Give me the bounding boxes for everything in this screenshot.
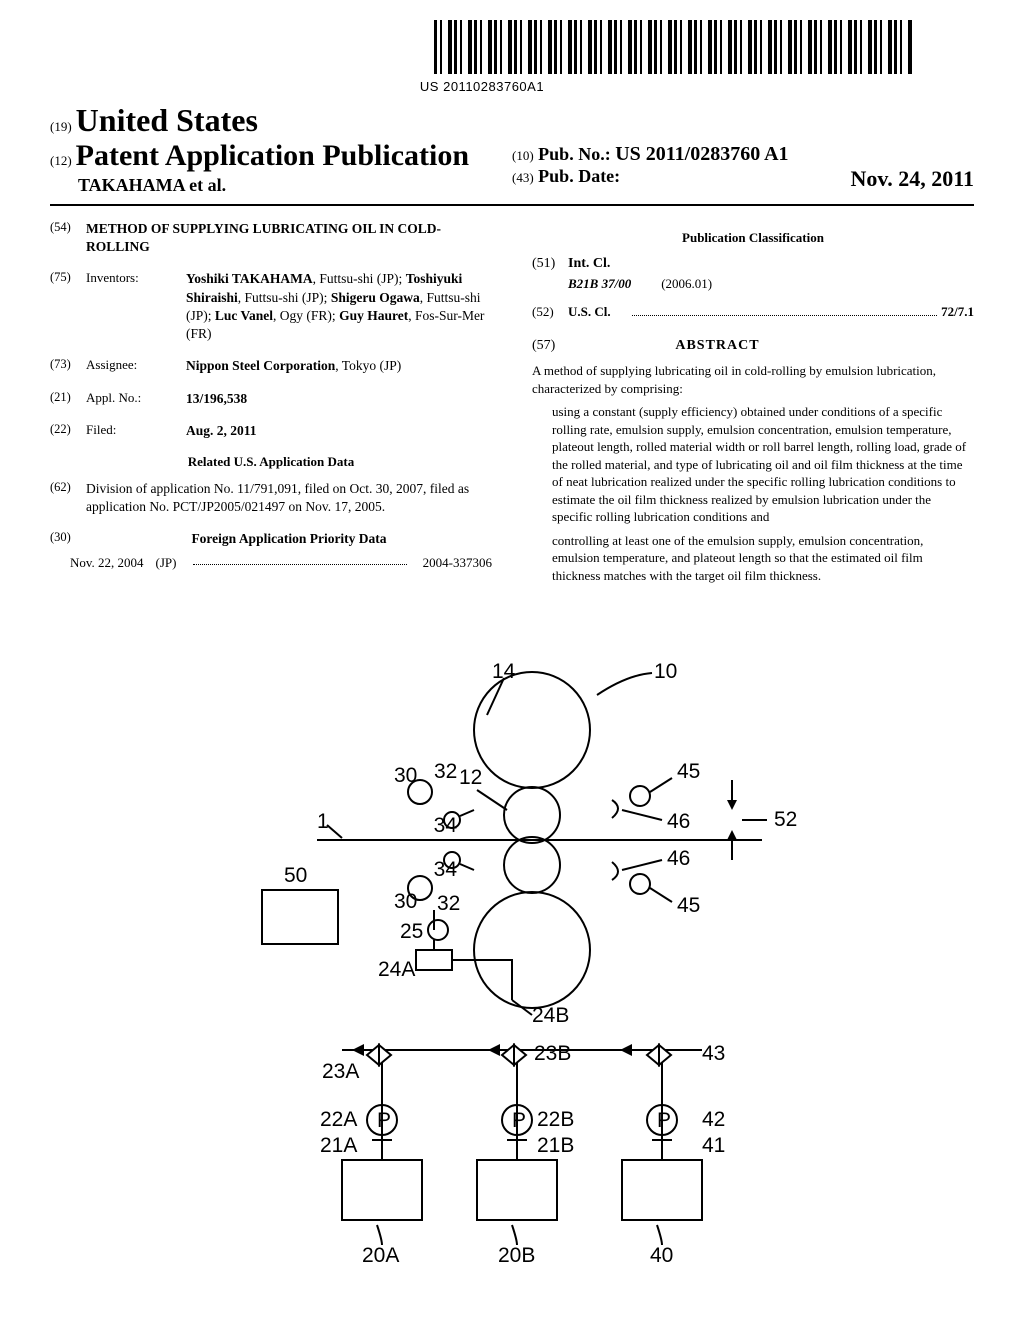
foreign-head: Foreign Application Priority Data (86, 530, 492, 548)
foreign-code: (30) (50, 530, 86, 548)
fig-label-1: 1 (317, 810, 329, 833)
title-code: (54) (50, 220, 86, 256)
fig-pump-a: P (377, 1109, 391, 1132)
related-code: (62) (50, 480, 86, 516)
dot-leader (193, 555, 407, 565)
fig-label-52: 52 (774, 808, 797, 831)
fig-label-30a: 30 (394, 764, 417, 787)
pubno: US 2011/0283760 A1 (615, 143, 788, 165)
filed-label: Filed: (86, 422, 186, 440)
fig-label-20B: 20B (498, 1244, 535, 1267)
related-head: Related U.S. Application Data (50, 454, 492, 470)
fig-label-23A: 23A (322, 1060, 359, 1083)
barcode-number: US 20110283760A1 (50, 79, 914, 94)
intcl-label: Int. Cl. (568, 256, 610, 272)
right-column: Publication Classification (51) Int. Cl.… (532, 220, 974, 585)
fig-label-34a: 34 (434, 814, 458, 837)
pubdate: Nov. 24, 2011 (851, 166, 974, 192)
fig-label-40: 40 (650, 1244, 673, 1267)
doc-kind: Patent Application Publication (76, 139, 469, 172)
uscl-value: 72/7.1 (941, 304, 974, 320)
fig-pump-b: P (512, 1109, 526, 1132)
assignee-code: (73) (50, 357, 86, 375)
fig-pump-c: P (657, 1109, 671, 1132)
fig-label-25: 25 (400, 920, 423, 943)
barcode-graphic (434, 20, 914, 74)
fig-label-24A: 24A (378, 958, 415, 981)
fig-label-21A: 21A (320, 1134, 357, 1157)
uscl-label: U.S. Cl. (568, 304, 628, 320)
figure-wrap: 10 14 12 30 32 34 34 32 30 45 46 46 45 1… (0, 660, 1024, 1280)
intcl-year: (2006.01) (661, 276, 712, 292)
fig-label-32b: 32 (437, 892, 460, 915)
appl-code: (21) (50, 390, 86, 408)
uscl-code: (52) (532, 304, 568, 320)
intcl-code: (51) (532, 256, 568, 272)
fig-label-22B: 22B (537, 1108, 574, 1131)
related-value: Division of application No. 11/791,091, … (86, 480, 492, 516)
fig-label-32a: 32 (434, 760, 457, 783)
fig-label-46a: 46 (667, 810, 690, 833)
filed-value: Aug. 2, 2011 (186, 422, 492, 440)
invention-title: METHOD OF SUPPLYING LUBRICATING OIL IN C… (86, 220, 492, 256)
foreign-num: 2004-337306 (423, 555, 492, 571)
foreign-cc: (JP) (156, 555, 177, 571)
pubdate-label: Pub. Date: (538, 166, 620, 186)
code-10: (10) (512, 148, 534, 163)
left-column: (54) METHOD OF SUPPLYING LUBRICATING OIL… (50, 220, 492, 585)
code-19: (19) (50, 119, 72, 134)
fig-label-50: 50 (284, 864, 307, 887)
header-row: (19) United States (12) Patent Applicati… (50, 102, 974, 196)
author-line: TAKAHAMA et al. (50, 175, 512, 196)
assignee-value: Nippon Steel Corporation, Tokyo (JP) (186, 357, 492, 375)
fig-label-42: 42 (702, 1108, 725, 1131)
fig-label-46b: 46 (667, 847, 690, 870)
code-12: (12) (50, 153, 72, 168)
dot-leader-uscl (632, 306, 937, 316)
fig-label-45b: 45 (677, 894, 700, 917)
barcode-zone: US 20110283760A1 (50, 20, 974, 94)
assignee-label: Assignee: (86, 357, 186, 375)
header-rule (50, 204, 974, 206)
fig-label-45a: 45 (677, 760, 700, 783)
fig-label-12: 12 (459, 766, 482, 789)
abs-code: (57) (532, 338, 555, 354)
abstract-head: ABSTRACT (675, 338, 759, 354)
fig-label-23B: 23B (534, 1042, 571, 1065)
inventors-code: (75) (50, 270, 86, 343)
fig-label-22A: 22A (320, 1108, 357, 1131)
fig-label-41: 41 (702, 1134, 725, 1157)
code-43: (43) (512, 170, 534, 185)
appl-value: 13/196,538 (186, 390, 492, 408)
foreign-date: Nov. 22, 2004 (70, 555, 144, 571)
patent-figure: 10 14 12 30 32 34 34 32 30 45 46 46 45 1… (202, 660, 822, 1280)
abstract-p2: controlling at least one of the emulsion… (552, 532, 974, 585)
inventors-value: Yoshiki TAKAHAMA, Futtsu-shi (JP); Toshi… (186, 270, 492, 343)
abstract-p1: using a constant (supply efficiency) obt… (552, 403, 974, 526)
fig-label-30b: 30 (394, 890, 417, 913)
fig-label-10: 10 (654, 660, 677, 683)
fig-label-43: 43 (702, 1042, 725, 1065)
fig-label-20A: 20A (362, 1244, 399, 1267)
intcl-value: B21B 37/00 (568, 276, 631, 292)
inventors-label: Inventors: (86, 270, 186, 343)
fig-label-14: 14 (492, 660, 516, 683)
abstract-intro: A method of supplying lubricating oil in… (532, 362, 974, 397)
fig-label-34b: 34 (434, 858, 458, 881)
pubno-label: Pub. No.: (538, 144, 611, 164)
fig-label-24B: 24B (532, 1004, 569, 1027)
biblio-columns: (54) METHOD OF SUPPLYING LUBRICATING OIL… (50, 220, 974, 585)
fig-label-21B: 21B (537, 1134, 574, 1157)
pubclass-head: Publication Classification (532, 230, 974, 246)
inventors-names: Yoshiki TAKAHAMA, Futtsu-shi (JP); Toshi… (186, 271, 484, 341)
country: United States (76, 102, 258, 138)
appl-label: Appl. No.: (86, 390, 186, 408)
filed-code: (22) (50, 422, 86, 440)
